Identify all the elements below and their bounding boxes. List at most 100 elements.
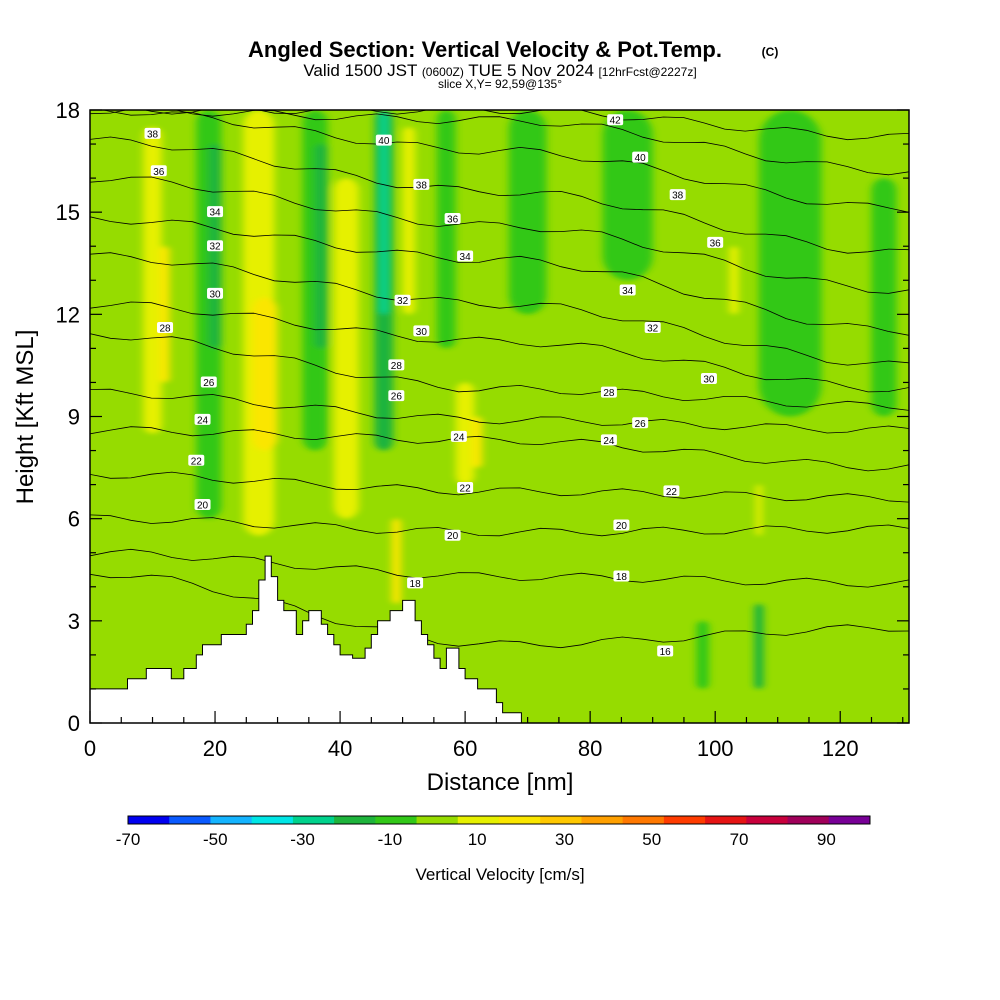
- theta-contours: [90, 110, 909, 649]
- colorbar-tick-label: 50: [642, 830, 661, 849]
- contour-label-bg: [619, 284, 636, 296]
- contour-label-0: 38: [144, 127, 161, 140]
- contour-label-bg: [413, 178, 430, 190]
- contour-label-text: 30: [209, 289, 221, 300]
- contour-label-34: 18: [613, 570, 630, 583]
- downdraft-band-9: [758, 110, 822, 417]
- contour-label-bg: [394, 294, 411, 306]
- contour-label-bg: [632, 151, 649, 163]
- colorbar-swatch: [292, 816, 335, 824]
- theta-contour-22: [90, 471, 909, 503]
- x-tick-label: 60: [453, 736, 477, 761]
- contour-label-bg: [207, 206, 224, 218]
- contour-label-5: 28: [157, 321, 174, 334]
- contour-label-bg: [207, 287, 224, 299]
- colorbar-tick-label: 30: [555, 830, 574, 849]
- contour-label-text: 24: [603, 436, 615, 447]
- x-tick-label: 80: [578, 736, 602, 761]
- contour-label-bg: [407, 577, 424, 589]
- x-tick-label: 40: [328, 736, 352, 761]
- colorbar-swatch: [375, 816, 418, 824]
- colorbar-swatch: [581, 816, 624, 824]
- contour-label-text: 30: [416, 327, 428, 338]
- contour-label-bg: [188, 454, 205, 466]
- contour-label-24: 38: [669, 189, 686, 202]
- contour-label-31: 24: [600, 434, 617, 447]
- contour-label-33: 20: [613, 519, 630, 532]
- contour-label-bg: [194, 499, 211, 511]
- valid-fcst: [12hrFcst@2227z]: [598, 65, 696, 79]
- contour-label-22: 42: [607, 114, 624, 127]
- downdraft-band-6: [436, 110, 456, 349]
- contour-label-2: 34: [207, 206, 224, 219]
- colorbar-tick-label: 70: [730, 830, 749, 849]
- contour-label-bg: [700, 373, 717, 385]
- theta-contour-labels: 38 36 34 32 30 28 26 24 22 20 40 38 36 34 32 30 28 26 24 22…: [144, 114, 724, 658]
- contour-label-27: 32: [644, 321, 661, 334]
- downdraft-band-5: [379, 110, 389, 315]
- contour-label-3: 32: [207, 240, 224, 253]
- contour-label-text: 16: [660, 647, 672, 658]
- updraft-band-4: [333, 178, 359, 519]
- updraft-band-10: [755, 484, 763, 536]
- contour-label-bg: [607, 114, 624, 126]
- theta-contour-40: [101, 110, 909, 213]
- contour-label-text: 20: [616, 521, 628, 532]
- contour-label-bg: [613, 519, 630, 531]
- contour-label-text: 32: [647, 323, 659, 334]
- contour-label-bg: [657, 645, 674, 657]
- contour-label-4: 30: [207, 287, 224, 300]
- theta-contour-38: [90, 136, 909, 254]
- contour-label-bg: [200, 376, 217, 388]
- contour-label-text: 20: [447, 531, 459, 542]
- slice-label: slice X,Y= 92,59@135°: [438, 77, 562, 91]
- contour-label-bg: [375, 134, 392, 146]
- contour-label-text: 26: [203, 378, 215, 389]
- contour-label-text: 36: [710, 238, 722, 249]
- contour-label-bg: [388, 359, 405, 371]
- theta-contour-30: [90, 301, 909, 393]
- updraft-band-9: [729, 246, 739, 315]
- colorbar-tick-label: -10: [378, 830, 403, 849]
- contour-label-21: 18: [407, 577, 424, 590]
- contour-label-8: 22: [188, 454, 205, 467]
- contour-label-15: 30: [413, 325, 430, 338]
- contour-label-text: 38: [672, 191, 684, 202]
- y-tick-label: 0: [68, 711, 80, 736]
- valid-line: Valid 1500 JST (0600Z) TUE 5 Nov 2024 [1…: [303, 61, 696, 80]
- contour-label-17: 26: [388, 390, 405, 403]
- colorbar-swatch: [416, 816, 459, 824]
- title-block: Angled Section: Vertical Velocity & Pot.…: [248, 37, 778, 91]
- colorbar-swatch: [457, 816, 500, 824]
- contour-label-text: 18: [410, 579, 422, 590]
- contour-label-16: 28: [388, 359, 405, 372]
- contour-label-10: 40: [375, 134, 392, 147]
- valid-utc: (0600Z): [422, 65, 464, 79]
- contour-label-text: 38: [147, 129, 159, 140]
- contour-label-bg: [388, 390, 405, 402]
- x-tick-label: 20: [203, 736, 227, 761]
- contour-label-bg: [144, 127, 161, 139]
- colorbar-swatch: [334, 816, 376, 824]
- theta-contour-32: [90, 252, 909, 366]
- contour-label-bg: [450, 430, 467, 442]
- contour-label-bg: [669, 189, 686, 201]
- y-tick-label: 3: [68, 609, 80, 634]
- contour-label-text: 42: [610, 116, 622, 127]
- colorbar-swatch: [128, 816, 170, 824]
- theta-contour-28: [90, 333, 909, 411]
- theta-contour-18: [90, 548, 909, 588]
- theta-contour-42: [90, 110, 909, 176]
- downdraft-band-7: [508, 110, 547, 315]
- contour-label-text: 36: [153, 167, 165, 178]
- contour-label-30: 26: [632, 417, 649, 430]
- x-tick-label: 0: [84, 736, 96, 761]
- colorbar-swatch: [169, 816, 211, 824]
- colorbar-swatch: [746, 816, 789, 824]
- colorbar-swatch: [663, 816, 706, 824]
- contour-label-23: 40: [632, 151, 649, 164]
- colorbar-swatch: [622, 816, 665, 824]
- updraft-band-3: [252, 297, 278, 451]
